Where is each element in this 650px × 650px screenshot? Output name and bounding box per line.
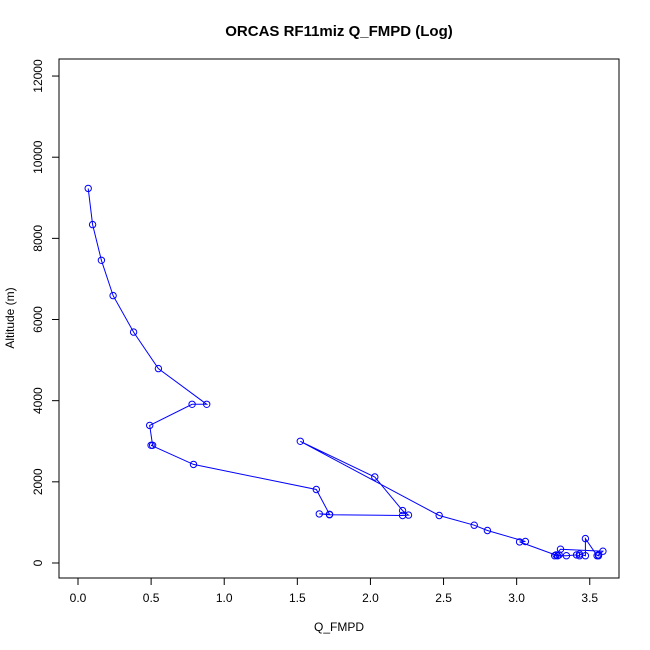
- data-point: [296, 437, 304, 445]
- data-point: [555, 551, 563, 559]
- y-axis: 0 2000 4000 6000 8000 10000 12000: [31, 59, 60, 566]
- y-tick-label: 6000: [31, 306, 45, 333]
- x-tick-label: 2.0: [362, 591, 379, 605]
- x-tick-label: 0.5: [143, 591, 160, 605]
- data-point: [581, 552, 590, 560]
- data-point: [551, 552, 559, 560]
- data-point: [189, 460, 198, 469]
- series-layer: [84, 184, 607, 560]
- data-point: [203, 400, 211, 408]
- x-tick-label: 0.0: [70, 591, 87, 605]
- y-tick-label: 0: [31, 559, 45, 566]
- data-point: [371, 473, 379, 481]
- data-point: [562, 552, 571, 560]
- data-point: [521, 537, 530, 546]
- x-axis: 0.0 0.5 1.0 1.5 2.0 2.5 3.0 3.5: [70, 577, 598, 605]
- data-point: [483, 526, 492, 535]
- data-point: [97, 256, 106, 264]
- data-point: [435, 511, 443, 520]
- y-tick-label: 4000: [31, 387, 45, 414]
- chart-title: ORCAS RF11miz Q_FMPD (Log): [225, 23, 453, 40]
- x-tick-label: 1.5: [289, 591, 306, 605]
- y-tick-label: 10000: [31, 140, 45, 174]
- data-point: [599, 547, 607, 555]
- data-point: [515, 538, 524, 546]
- y-axis-label: Altitude (m): [3, 287, 17, 348]
- data-point: [594, 552, 603, 560]
- data-point: [312, 485, 320, 494]
- data-point: [572, 551, 581, 559]
- data-point: [398, 506, 407, 515]
- series-line: [87, 188, 605, 557]
- data-point: [109, 291, 117, 300]
- x-tick-label: 2.5: [435, 591, 452, 605]
- data-point: [581, 534, 590, 543]
- x-tick-label: 3.0: [508, 591, 525, 605]
- data-point: [404, 511, 413, 519]
- data-point: [129, 328, 138, 336]
- data-point: [147, 441, 155, 449]
- x-tick-label: 1.0: [216, 591, 233, 605]
- y-tick-label: 2000: [31, 468, 45, 495]
- data-point: [146, 421, 154, 430]
- x-axis-label: Q_FMPD: [314, 620, 364, 634]
- x-tick-label: 3.5: [581, 591, 598, 605]
- data-point: [88, 220, 97, 229]
- data-point: [154, 364, 163, 373]
- data-point: [325, 511, 334, 519]
- y-tick-label: 12000: [31, 59, 45, 93]
- data-point: [84, 184, 92, 193]
- data-point: [470, 521, 478, 529]
- data-point: [315, 510, 323, 518]
- data-point: [188, 400, 196, 408]
- data-point: [552, 551, 560, 559]
- y-tick-label: 8000: [31, 225, 45, 252]
